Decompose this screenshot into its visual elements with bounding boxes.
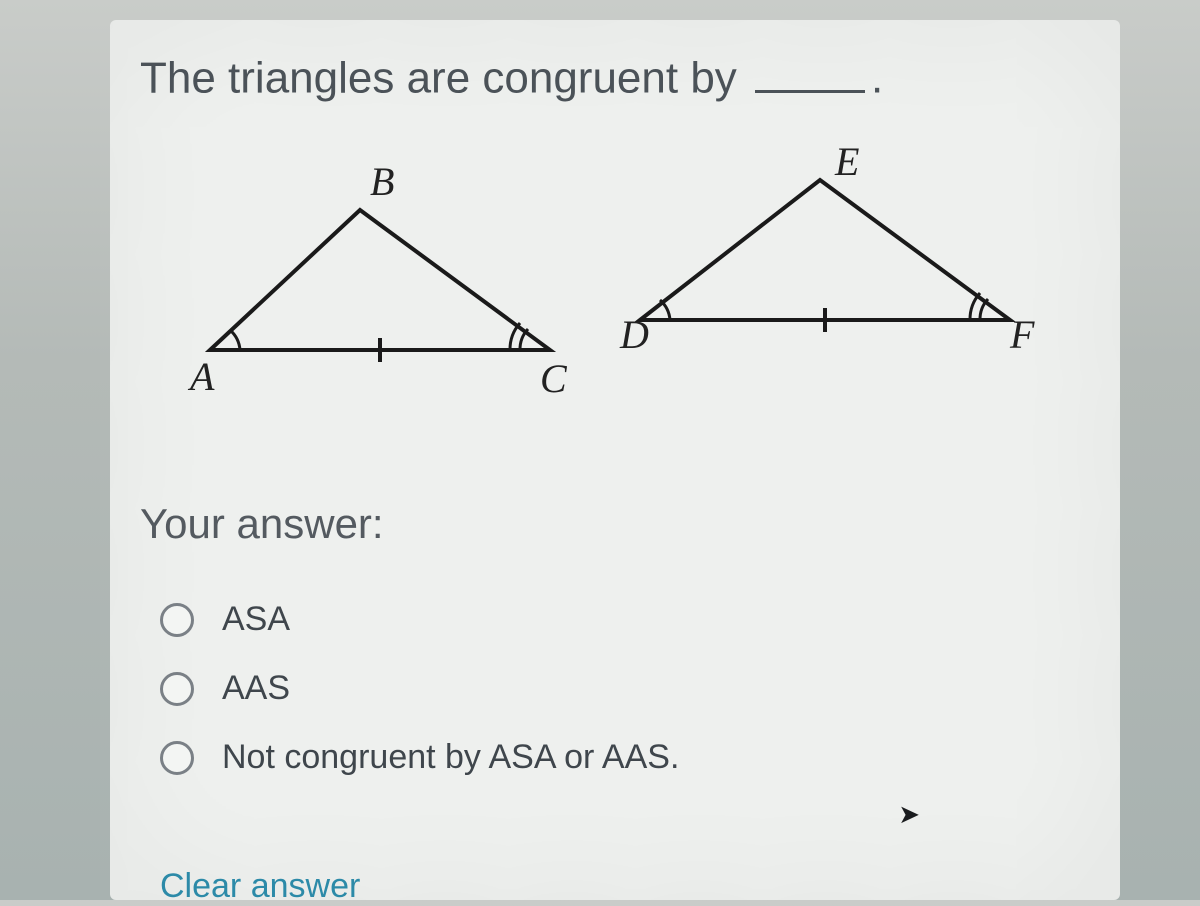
option-aas[interactable]: AAS [160,669,1040,708]
triangle-def: D E F [619,140,1035,357]
label-a: A [187,354,215,399]
option-label: ASA [222,600,290,639]
radio-icon[interactable] [160,603,194,637]
angle-arc-a [230,330,240,350]
angle-arc-f-1 [980,299,988,320]
option-label: AAS [222,669,290,708]
angle-arc-c-2 [510,323,520,350]
option-not-congruent[interactable]: Not congruent by ASA or AAS. [160,738,1040,777]
question-prefix: The triangles are congruent by [140,54,749,103]
answer-options: ASA AAS Not congruent by ASA or AAS. [140,580,1040,807]
fill-blank [755,50,865,93]
label-b: B [370,159,394,204]
option-asa[interactable]: ASA [160,600,1040,639]
mouse-cursor-icon: ➤ [898,799,920,830]
angle-arc-f-2 [970,293,980,320]
question-text: The triangles are congruent by . [140,50,883,104]
option-label: Not congruent by ASA or AAS. [222,738,679,777]
answer-header: Your answer: [140,500,384,548]
radio-icon[interactable] [160,741,194,775]
angle-arc-c-1 [520,329,528,350]
figures-svg: A B C D E F [170,140,1050,400]
label-c: C [540,356,568,400]
question-suffix: . [871,54,883,103]
clear-answer-link[interactable]: Clear answer [160,867,360,906]
triangle-abc: A B C [187,159,568,400]
label-d: D [619,312,649,357]
radio-icon[interactable] [160,672,194,706]
worksheet-card: The triangles are congruent by . A B C [110,20,1120,900]
label-f: F [1009,312,1035,357]
label-e: E [834,140,859,184]
triangle-figures: A B C D E F [170,140,1050,400]
